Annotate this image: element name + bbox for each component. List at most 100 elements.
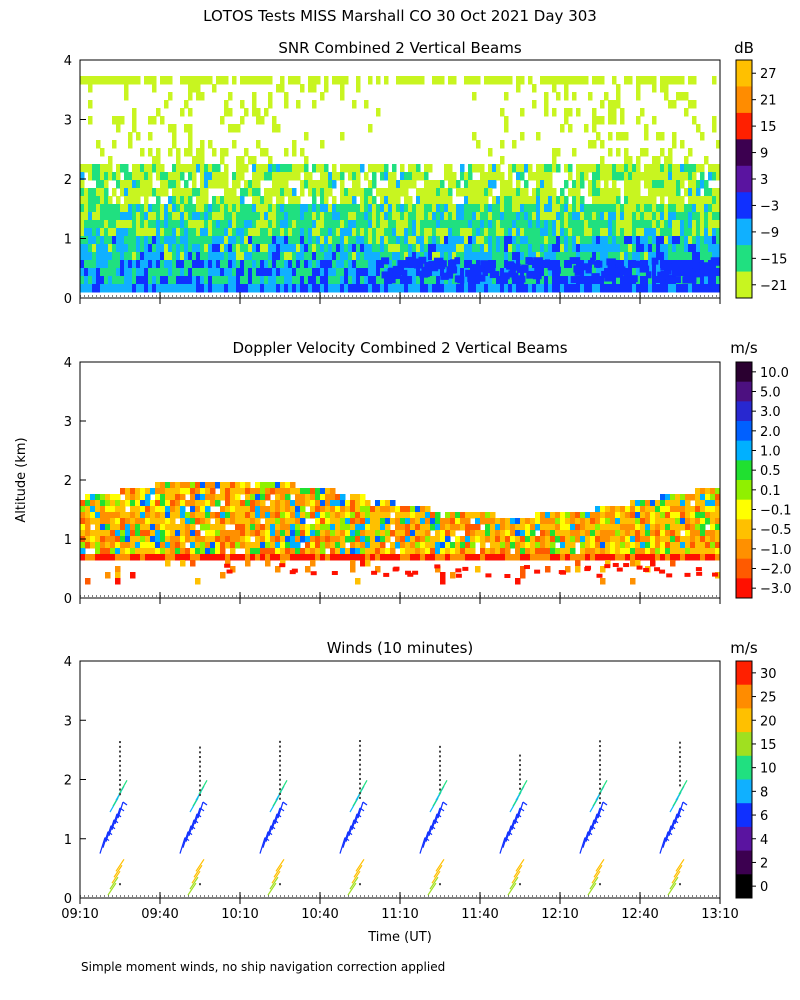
velocity-cell — [295, 536, 301, 543]
snr-cell — [216, 276, 221, 285]
snr-cell — [188, 252, 193, 261]
snr-cell — [644, 124, 649, 133]
snr-cell — [560, 124, 565, 133]
snr-cell — [700, 228, 705, 237]
snr-cell — [592, 108, 597, 117]
velocity-cell — [405, 542, 411, 549]
snr-cell — [200, 196, 205, 205]
snr-cell — [260, 212, 265, 221]
snr-cell — [612, 284, 617, 293]
colorbar-swatch — [736, 381, 752, 402]
velocity-cell — [595, 542, 601, 549]
snr-cell — [664, 156, 669, 165]
velocity-cell — [395, 530, 401, 537]
velocity-cell — [530, 548, 536, 555]
snr-cell — [660, 172, 665, 181]
snr-cell — [392, 265, 404, 273]
snr-cell — [356, 228, 361, 237]
velocity-cell — [240, 518, 246, 525]
snr-cell — [488, 188, 493, 197]
velocity-cell — [370, 542, 376, 549]
snr-cell — [540, 228, 545, 237]
wind-barb — [267, 882, 277, 896]
x-tick-label: 10:40 — [301, 907, 338, 922]
snr-cell — [688, 284, 693, 293]
velocity-cell — [395, 542, 401, 549]
missing-dot — [119, 741, 121, 744]
velocity-cell — [225, 506, 231, 513]
snr-cell — [476, 274, 486, 282]
snr-cell — [256, 268, 261, 277]
snr-cell — [352, 172, 357, 181]
snr-cell — [136, 172, 141, 181]
velocity-cell — [425, 548, 431, 555]
snr-cell — [316, 284, 321, 293]
snr-cell — [336, 228, 341, 237]
snr-cell — [408, 228, 413, 237]
snr-cell — [84, 76, 89, 85]
velocity-cell — [290, 482, 296, 489]
velocity-cell — [175, 488, 181, 495]
missing-dot — [359, 787, 361, 790]
colorbar-swatch — [736, 558, 752, 579]
snr-cell — [708, 204, 713, 213]
snr-cell — [396, 276, 401, 285]
snr-cell — [552, 252, 557, 261]
snr-cell — [244, 260, 249, 269]
velocity-cell — [245, 560, 251, 567]
snr-cell — [620, 220, 625, 229]
snr-cell — [196, 284, 201, 293]
snr-cell — [386, 276, 396, 284]
snr-cell — [556, 204, 561, 213]
snr-cell — [616, 260, 621, 269]
snr-cell — [228, 188, 233, 197]
snr-cell — [420, 76, 425, 85]
snr-cell — [352, 100, 357, 109]
missing-dot — [519, 764, 521, 767]
snr-cell — [572, 196, 577, 205]
velocity-cell — [160, 500, 166, 507]
velocity-cell — [670, 554, 676, 561]
snr-cell — [440, 272, 449, 280]
snr-cell — [555, 266, 561, 274]
snr-cell — [584, 204, 589, 213]
velocity-cell — [220, 482, 226, 489]
snr-cell — [540, 268, 545, 277]
velocity-cell — [570, 512, 576, 519]
velocity-cell — [540, 518, 546, 525]
snr-cell — [128, 204, 133, 213]
velocity-cell — [205, 548, 211, 555]
snr-cell — [617, 266, 626, 274]
snr-cell — [224, 252, 229, 261]
wind-barb — [677, 801, 684, 819]
snr-cell — [136, 196, 141, 205]
missing-dot — [359, 768, 361, 771]
snr-cell — [560, 212, 565, 221]
missing-dot — [439, 760, 441, 763]
velocity-cell — [335, 518, 341, 525]
velocity-cell — [135, 554, 141, 561]
snr-cell — [228, 268, 233, 277]
snr-cell — [220, 76, 225, 85]
snr-cell — [100, 204, 105, 213]
snr-cell — [448, 284, 453, 293]
snr-cell — [372, 180, 377, 189]
velocity-cell — [650, 560, 656, 567]
snr-cell — [160, 188, 165, 197]
snr-cell — [672, 132, 677, 141]
snr-cell — [620, 116, 625, 125]
velocity-cell — [300, 548, 306, 555]
velocity-cell — [434, 564, 441, 569]
snr-cell — [564, 228, 569, 237]
snr-cell — [276, 188, 281, 197]
snr-cell — [332, 204, 337, 213]
snr-cell — [208, 284, 213, 293]
snr-cell — [140, 204, 145, 213]
velocity-cell — [615, 530, 621, 537]
snr-cell — [288, 244, 293, 253]
snr-cell — [108, 212, 113, 221]
snr-cell — [360, 228, 365, 237]
snr-cell — [352, 188, 357, 197]
velocity-cell — [710, 488, 716, 495]
snr-cell — [396, 284, 401, 293]
